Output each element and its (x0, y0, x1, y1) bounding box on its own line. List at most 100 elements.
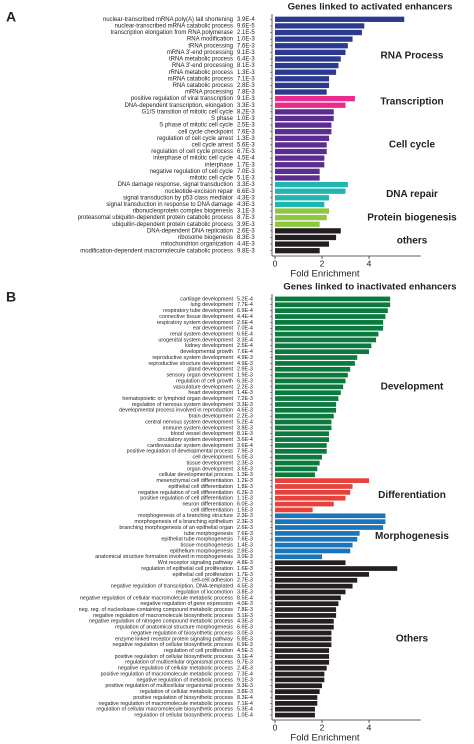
term-label: regulation of multicellular organismal p… (125, 660, 233, 666)
p-value: 2.3E-3 (237, 519, 253, 525)
p-value: 6.9E-3 (237, 642, 253, 648)
p-value: 7.0E-4 (237, 326, 253, 332)
p-value: 4.5E-3 (237, 584, 253, 590)
bar (275, 636, 332, 642)
bar (275, 162, 325, 168)
term-label: positive regulation of biosynthetic proc… (133, 695, 233, 701)
term-label: mesenchymal cell differentiation (156, 478, 233, 484)
p-value: 6.6E-3 (237, 625, 253, 631)
p-value: 2.5E-4 (237, 343, 253, 349)
p-value: 9.1E-3 (237, 50, 255, 56)
term-label: sensory organ development (166, 373, 233, 379)
p-value: 4.5E-4 (237, 156, 255, 162)
term-label: mRNA 3'-end processing (167, 50, 233, 56)
bar (275, 683, 322, 689)
p-value: 2.8E-3 (237, 548, 253, 554)
p-value: 2.3E-3 (237, 460, 253, 466)
term-label: tube morphogenesis (184, 531, 233, 537)
term-label: ubiquitin-dependent protein catabolic pr… (112, 222, 233, 228)
bar (275, 148, 327, 155)
term-label: cell cycle arrest (192, 142, 234, 148)
p-value: 3.3E-3 (237, 402, 253, 408)
p-value: 9.1E-3 (237, 96, 255, 102)
term-label: mRNA catabolic process (168, 76, 233, 82)
bar (275, 425, 332, 431)
bar (275, 122, 332, 128)
p-value: 4.9E-3 (237, 361, 253, 367)
p-value: 6.3E-3 (237, 378, 253, 384)
bar (275, 624, 334, 630)
term-label: mRNA processing (185, 90, 233, 96)
bar (275, 478, 369, 483)
p-value: 9.6E-5 (237, 23, 255, 29)
bar (275, 554, 322, 560)
term-label: developmental process involved in reprod… (119, 408, 233, 414)
bar (275, 659, 330, 665)
term-label: respiratory system development (157, 320, 234, 326)
p-value: 8.5E-4 (237, 595, 253, 601)
term-label: hematopoietic or lymphoid organ developm… (122, 396, 233, 402)
bar (275, 712, 315, 718)
p-value: 7.3E-4 (237, 671, 253, 677)
term-label: transcription elongation from RNA polyme… (111, 30, 234, 36)
bar (275, 531, 360, 536)
term-label: branching morphogenesis of an epithelial… (119, 525, 233, 531)
bar (275, 507, 313, 513)
term-label: tRNA metabolic process (169, 57, 233, 63)
bar (275, 325, 384, 331)
p-value: 7.6E-4 (237, 349, 253, 355)
bar (275, 36, 353, 42)
p-value: 7.1E-4 (237, 701, 253, 707)
term-label: nuclear-transcribed mRNA poly(A) tail sh… (103, 17, 233, 23)
p-value: 3.8E-3 (237, 689, 253, 695)
bar (275, 214, 327, 221)
group-label: Transcription (380, 97, 443, 108)
p-value: 8.3E-4 (237, 695, 253, 701)
bar (275, 402, 337, 407)
p-value: 1.4E-3 (237, 390, 253, 396)
bar (275, 320, 384, 325)
bar (275, 62, 339, 69)
panel-label: A (6, 9, 16, 25)
bar (275, 16, 405, 22)
p-value: 1.3E-3 (237, 136, 255, 142)
bar (275, 484, 353, 489)
term-label: neuron differentiation (182, 501, 233, 507)
p-value: 4.3E-3 (237, 619, 253, 625)
bar (275, 95, 355, 102)
term-label: proteasomal ubiquitin-dependent protein … (78, 215, 233, 221)
bar (275, 513, 386, 519)
p-value: 6.6E-4 (237, 332, 253, 338)
bar (275, 607, 337, 612)
p-value: 5.1E-3 (237, 176, 255, 182)
bar (275, 109, 334, 115)
p-value: 3.8E-3 (237, 425, 253, 431)
p-value: 1.0E-4 (237, 712, 253, 718)
p-value: 3.1E-3 (237, 209, 255, 215)
bar (275, 542, 353, 548)
term-label: developmental growth (180, 349, 233, 355)
p-value: 2.8E-3 (237, 83, 255, 89)
term-label: reproductive structure development (149, 361, 234, 367)
bar (275, 407, 337, 413)
bar (275, 560, 346, 566)
bar (275, 135, 330, 141)
p-value: 2.6E-4 (237, 320, 253, 326)
group-label: others (397, 235, 428, 246)
p-value: 1.8E-3 (237, 484, 253, 490)
term-label: enzyme linked receptor protein signaling… (115, 636, 233, 642)
bar (275, 43, 348, 49)
p-value: 7.6E-3 (237, 129, 255, 135)
term-label: brain development (189, 414, 234, 420)
p-value: 7.8E-3 (237, 607, 253, 613)
bar (275, 519, 386, 524)
term-label: RNA catabolic process (173, 83, 233, 89)
bar (275, 472, 315, 478)
bar (275, 431, 330, 437)
term-label: modification-dependent macromolecule cat… (80, 248, 233, 254)
bar (275, 82, 330, 89)
p-value: 5.0E-3 (237, 455, 253, 461)
bar (275, 437, 330, 442)
p-value: 7.6E-3 (237, 537, 253, 543)
term-label: positive regulation of cell differentiat… (140, 496, 233, 502)
